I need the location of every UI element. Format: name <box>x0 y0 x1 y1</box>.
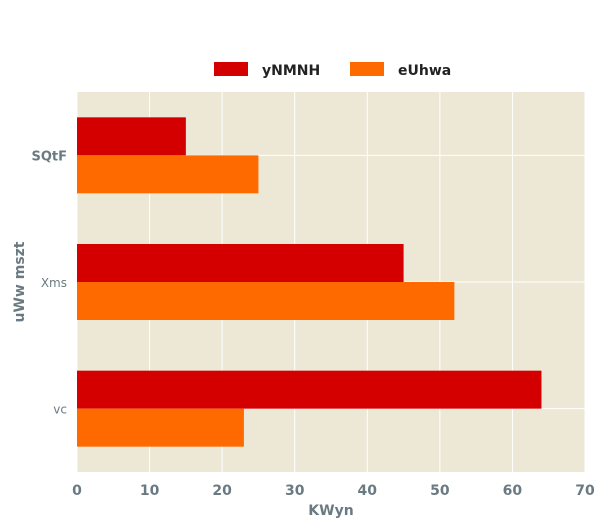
bar-yNMNH-SQtF <box>77 117 186 156</box>
x-tick-label: 10 <box>140 483 160 499</box>
x-tick-label: 0 <box>72 483 82 499</box>
x-tick-label: 70 <box>575 483 595 499</box>
bar-eUhwa-vc <box>77 408 244 447</box>
x-tick-label: 50 <box>430 483 450 499</box>
bars <box>77 117 542 447</box>
legend-label-euhwa: eUhwa <box>398 63 451 79</box>
y-axis-label: uWw mszt <box>12 241 28 322</box>
legend-swatch-ynmnh <box>214 62 248 76</box>
legend-label-ynmnh: yNMNH <box>262 63 320 79</box>
x-tick-label: 20 <box>212 483 232 499</box>
y-tick-label: vc <box>53 403 67 417</box>
x-tick-label: 60 <box>503 483 523 499</box>
y-tick-label: SQtF <box>31 149 67 164</box>
y-tick-label: Xms <box>41 276 67 290</box>
x-axis-label: KWyn <box>308 503 353 519</box>
bar-eUhwa-Xms <box>77 282 455 320</box>
legend: yNMNH eUhwa <box>214 62 451 79</box>
y-tick-labels: SQtF Xms vc <box>31 149 67 416</box>
x-tick-label: 40 <box>358 483 378 499</box>
bar-yNMNH-Xms <box>77 244 404 282</box>
legend-swatch-euhwa <box>350 62 384 76</box>
x-tick-label: 30 <box>285 483 305 499</box>
bar-eUhwa-SQtF <box>77 155 259 194</box>
bar-yNMNH-vc <box>77 370 542 409</box>
x-tick-labels: 0 10 20 30 40 50 60 70 <box>72 483 595 499</box>
